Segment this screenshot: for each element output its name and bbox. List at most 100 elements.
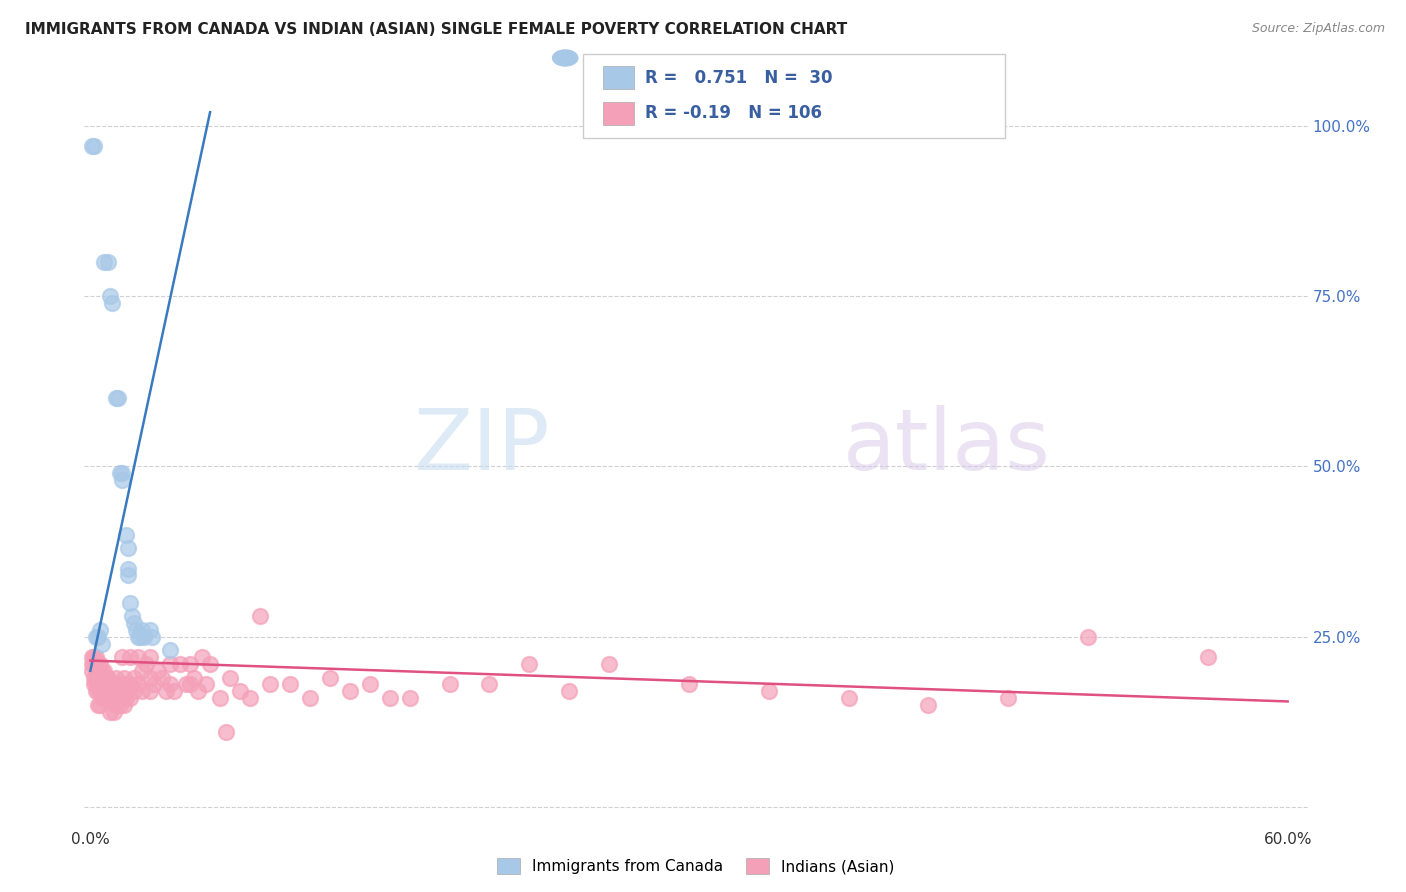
Point xyxy=(107,392,129,406)
Point xyxy=(89,623,111,637)
Point xyxy=(105,671,128,685)
Point xyxy=(209,691,232,706)
Point xyxy=(838,691,860,706)
Point xyxy=(398,691,420,706)
Point xyxy=(120,650,142,665)
Point xyxy=(107,677,129,691)
Point xyxy=(83,657,105,671)
Point xyxy=(219,671,242,685)
Point xyxy=(215,725,238,739)
Point xyxy=(115,691,138,706)
Point xyxy=(121,609,143,624)
Point xyxy=(103,705,125,719)
Point xyxy=(127,677,149,691)
Point xyxy=(93,691,115,706)
Point xyxy=(83,671,105,685)
Point xyxy=(129,630,152,644)
Point xyxy=(120,677,142,691)
Legend: Immigrants from Canada, Indians (Asian): Immigrants from Canada, Indians (Asian) xyxy=(491,852,901,880)
Point xyxy=(86,650,108,665)
Point xyxy=(96,684,118,698)
Point xyxy=(1197,650,1219,665)
Text: IMMIGRANTS FROM CANADA VS INDIAN (ASIAN) SINGLE FEMALE POVERTY CORRELATION CHART: IMMIGRANTS FROM CANADA VS INDIAN (ASIAN)… xyxy=(25,22,848,37)
Point xyxy=(82,650,104,665)
Point xyxy=(125,623,148,637)
Point xyxy=(89,698,111,712)
Point xyxy=(517,657,540,671)
Point xyxy=(319,671,342,685)
Point xyxy=(110,684,132,698)
Point xyxy=(82,139,104,153)
Point xyxy=(131,664,153,678)
Point xyxy=(139,671,162,685)
Point xyxy=(112,671,135,685)
Point xyxy=(298,691,321,706)
Point xyxy=(103,691,125,706)
Point xyxy=(96,671,118,685)
Point xyxy=(359,677,381,691)
Point xyxy=(131,623,153,637)
Point xyxy=(98,677,121,691)
Point xyxy=(249,609,271,624)
Point xyxy=(112,684,135,698)
Point xyxy=(198,657,221,671)
Point xyxy=(101,677,124,691)
Point xyxy=(558,684,581,698)
Point xyxy=(678,677,700,691)
Point xyxy=(93,664,115,678)
Point xyxy=(127,630,149,644)
Point xyxy=(179,657,201,671)
Point xyxy=(183,671,205,685)
Point xyxy=(87,684,110,698)
Point xyxy=(110,467,132,481)
Point xyxy=(103,677,125,691)
Point xyxy=(98,705,121,719)
Point xyxy=(259,677,281,691)
Text: atlas: atlas xyxy=(842,404,1050,488)
Point xyxy=(159,657,181,671)
Point xyxy=(93,677,115,691)
Point xyxy=(111,473,134,487)
Point xyxy=(105,684,128,698)
Point xyxy=(239,691,262,706)
Point xyxy=(917,698,939,712)
Point xyxy=(120,691,142,706)
Point xyxy=(378,691,401,706)
Point xyxy=(86,677,108,691)
Point xyxy=(83,677,105,691)
Text: R =   0.751   N =  30: R = 0.751 N = 30 xyxy=(645,69,832,87)
Text: ZIP: ZIP xyxy=(413,404,550,488)
Point xyxy=(278,677,301,691)
Point xyxy=(139,684,162,698)
Point xyxy=(110,698,132,712)
Point xyxy=(131,684,153,698)
Point xyxy=(134,630,156,644)
Point xyxy=(187,684,209,698)
Point xyxy=(159,643,181,657)
Point xyxy=(127,650,149,665)
Point xyxy=(97,684,120,698)
Point xyxy=(101,296,124,310)
Point xyxy=(169,657,191,671)
Point xyxy=(86,684,108,698)
Point xyxy=(135,657,157,671)
Point xyxy=(120,596,142,610)
Point xyxy=(141,630,163,644)
Point xyxy=(86,630,108,644)
Point xyxy=(758,684,780,698)
Point xyxy=(86,664,108,678)
Point xyxy=(87,657,110,671)
Point xyxy=(105,392,128,406)
Point xyxy=(1077,630,1099,644)
Point xyxy=(91,677,114,691)
Point xyxy=(82,664,104,678)
Point xyxy=(89,671,111,685)
Point xyxy=(89,657,111,671)
Point xyxy=(115,677,138,691)
Text: R = -0.19   N = 106: R = -0.19 N = 106 xyxy=(645,104,823,122)
Point xyxy=(83,139,105,153)
Point xyxy=(87,671,110,685)
Point xyxy=(339,684,361,698)
Point xyxy=(87,630,110,644)
Point xyxy=(139,650,162,665)
